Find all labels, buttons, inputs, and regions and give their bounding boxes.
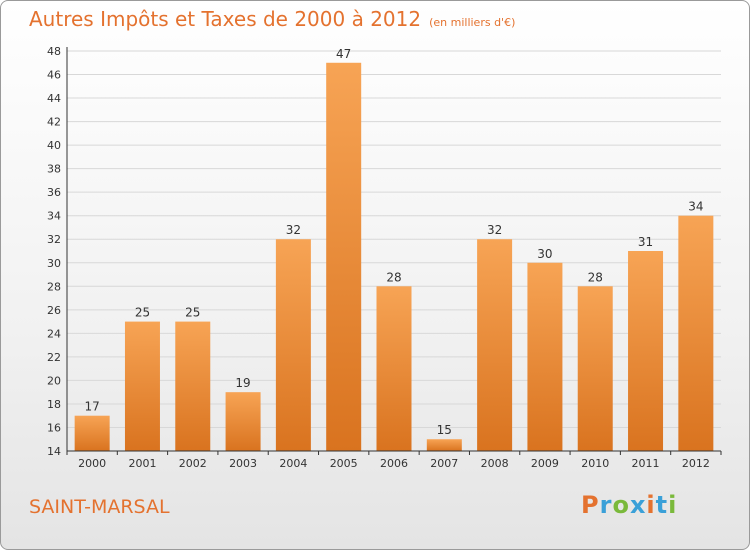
x-tick-label: 2010: [581, 457, 609, 470]
data-label: 28: [386, 270, 401, 284]
y-tick-label: 46: [47, 69, 61, 82]
y-tick-label: 38: [47, 163, 61, 176]
data-label: 15: [437, 423, 452, 437]
bar: [527, 262, 563, 451]
logo-letter: t: [655, 491, 669, 519]
y-tick-labels: 14 16 18 20 22 24 26 28 30 32 34 36 38 40 42 44 46 48: [47, 45, 61, 458]
x-tick-label: 2000: [78, 457, 106, 470]
y-tick-label: 20: [47, 374, 61, 387]
data-label: 17: [85, 400, 100, 414]
y-tick-label: 44: [47, 92, 61, 105]
data-label: 32: [487, 223, 502, 237]
bar: [477, 239, 513, 451]
bar: [678, 215, 714, 451]
chart-unit: (en milliers d'€): [429, 16, 516, 29]
data-label: 47: [336, 47, 351, 61]
logo-letter: P: [581, 491, 600, 519]
x-tick-label: 2012: [682, 457, 710, 470]
y-tick-label: 32: [47, 233, 61, 246]
data-label: 25: [185, 306, 200, 320]
commune-name: SAINT-MARSAL: [29, 496, 170, 518]
axes: [66, 47, 722, 455]
data-label: 28: [588, 270, 603, 284]
x-tick-label: 2001: [128, 457, 156, 470]
x-tick-label: 2008: [481, 457, 509, 470]
logo-letter: o: [612, 491, 630, 519]
x-tick-label: 2002: [179, 457, 207, 470]
data-label: 32: [286, 223, 301, 237]
data-label: 30: [537, 247, 552, 261]
x-tick-label: 2007: [430, 457, 458, 470]
x-tick-label: 2009: [531, 457, 559, 470]
logo-letter: i: [668, 491, 678, 519]
logo-letter: x: [629, 491, 647, 519]
bar: [74, 415, 110, 451]
y-tick-label: 34: [47, 210, 61, 223]
y-tick-label: 36: [47, 186, 61, 199]
y-tick-label: 40: [47, 139, 61, 152]
y-tick-label: 26: [47, 304, 61, 317]
y-tick-label: 22: [47, 351, 61, 364]
y-tick-label: 48: [47, 45, 61, 58]
x-tick-label: 2005: [330, 457, 358, 470]
logo-letter: i: [646, 491, 656, 519]
bar: [225, 392, 261, 451]
bars: [74, 62, 714, 451]
bar: [175, 321, 211, 451]
bar: [124, 321, 160, 451]
logo-letter: r: [599, 491, 613, 519]
x-tick-label: 2003: [229, 457, 257, 470]
y-tick-label: 30: [47, 257, 61, 270]
y-tick-label: 14: [47, 445, 61, 458]
bar: [326, 62, 362, 451]
bar: [628, 251, 664, 451]
chart-title: Autres Impôts et Taxes de 2000 à 2012 (en…: [29, 7, 515, 31]
bar: [376, 286, 412, 451]
x-tick-label: 2006: [380, 457, 408, 470]
bar: [426, 439, 462, 451]
chart-title-text: Autres Impôts et Taxes de 2000 à 2012: [29, 7, 422, 31]
data-label: 19: [235, 376, 250, 390]
y-tick-label: 24: [47, 327, 61, 340]
proxiti-logo: Proxiti: [581, 491, 677, 519]
x-tick-label: 2011: [632, 457, 660, 470]
y-tick-label: 18: [47, 398, 61, 411]
bar: [275, 239, 311, 451]
y-tick-label: 16: [47, 421, 61, 434]
data-label: 34: [688, 200, 703, 214]
data-label: 31: [638, 235, 653, 249]
y-tick-label: 42: [47, 116, 61, 129]
bar: [577, 286, 613, 451]
data-label: 25: [135, 306, 150, 320]
data-labels: 17 25 25 19 32 47 28 15 32 30 28 31 34: [85, 47, 704, 437]
x-tick-label: 2004: [279, 457, 307, 470]
y-tick-label: 28: [47, 280, 61, 293]
x-tick-labels: 2000 2001 2002 2003 2004 2005 2006 2007 2008 2009…: [78, 457, 710, 470]
